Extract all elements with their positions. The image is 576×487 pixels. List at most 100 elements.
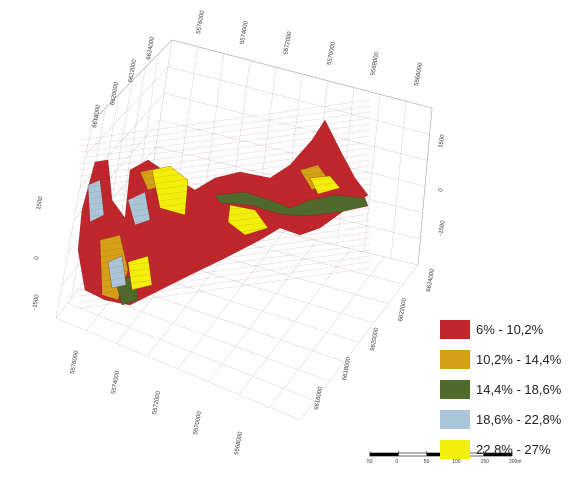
tick-label-z-right: 1500 xyxy=(438,134,446,149)
tick-label-z-left: 1500 xyxy=(36,196,44,211)
voxel-texture xyxy=(79,237,371,279)
voxel-region-yellow xyxy=(127,255,153,291)
tick-label-left-top: 6620000 xyxy=(110,81,120,106)
tick-label-top: 5576000 xyxy=(196,10,206,35)
voxel-region-blue xyxy=(87,179,105,223)
voxel-texture xyxy=(79,225,371,267)
voxel-texture xyxy=(79,111,371,153)
voxel-texture xyxy=(79,123,371,165)
legend-swatch-3 xyxy=(440,379,470,399)
box-edge xyxy=(417,107,433,266)
tick-label-bottom: 5576000 xyxy=(70,350,80,375)
voxel-texture xyxy=(79,249,371,291)
grid-line xyxy=(85,66,169,155)
voxel-texture xyxy=(79,171,371,213)
tick-label-bottom: 5574000 xyxy=(111,370,121,395)
legend-swatch-2 xyxy=(440,349,470,369)
voxel-region-red xyxy=(77,119,369,306)
axis-grid xyxy=(55,39,433,421)
voxel-texture xyxy=(79,141,371,183)
voxel-texture xyxy=(79,129,371,171)
voxel-texture xyxy=(79,231,371,273)
grid-line xyxy=(163,93,428,161)
voxel-body xyxy=(77,99,371,309)
scale-bar-label: 100 xyxy=(452,459,461,465)
voxel-texture xyxy=(79,219,371,261)
scale-bar-segment xyxy=(483,453,512,456)
voxel-texture xyxy=(79,99,371,141)
voxel-texture xyxy=(79,243,371,285)
voxel-region-yellow xyxy=(309,175,341,195)
grid-line xyxy=(208,240,317,382)
voxel-texture xyxy=(79,195,371,237)
tick-label-top: 5574000 xyxy=(240,20,250,45)
voxel-texture xyxy=(79,213,371,255)
scale-bar-label: 50 xyxy=(367,459,373,465)
legend-swatch-5 xyxy=(440,439,470,459)
voxel-region-blue xyxy=(127,191,151,226)
voxel-texture xyxy=(79,207,371,249)
voxel-texture xyxy=(79,189,371,231)
voxel-texture xyxy=(79,165,371,207)
scale-bar-label: 50 xyxy=(424,459,430,465)
tick-label-z-left: -1500 xyxy=(32,294,41,311)
grid-line xyxy=(299,264,419,421)
grid-line xyxy=(238,248,351,395)
voxel-region-yellow xyxy=(151,165,189,216)
grid-line xyxy=(159,119,426,187)
legend-item-2: 10,2% - 14,4% xyxy=(440,348,572,370)
legend-label-3: 14,4% - 18,6% xyxy=(476,381,562,397)
voxel-texture xyxy=(79,201,371,243)
voxel-region-green xyxy=(214,191,369,217)
scale-bar-label: 200m xyxy=(509,459,522,465)
voxel-texture xyxy=(79,183,371,225)
legend-label-2: 10,2% - 14,4% xyxy=(476,351,562,367)
voxel-texture xyxy=(79,153,371,195)
voxel-texture xyxy=(79,177,371,219)
legend-item-3: 14,4% - 18,6% xyxy=(440,378,572,400)
tick-label-bottom: 5572000 xyxy=(152,390,162,415)
legend-swatch-1 xyxy=(440,319,470,339)
tick-label-bottom: 5568000 xyxy=(234,431,244,456)
tick-label-top: 5568000 xyxy=(370,51,380,76)
tick-label-right: 6616000 xyxy=(314,386,324,411)
voxel-region-blue xyxy=(107,255,127,289)
legend-item-1: 6% - 10,2% xyxy=(440,318,572,340)
tick-label-top: 5566000 xyxy=(414,62,424,87)
scale-bar-label: 150 xyxy=(481,459,490,465)
box-edge xyxy=(91,39,173,123)
tick-label-right: 6620000 xyxy=(370,327,380,352)
scale-bar-segment xyxy=(370,453,399,456)
legend-item-4: 18,6% - 22,8% xyxy=(440,408,572,430)
legend-label-1: 6% - 10,2% xyxy=(476,321,544,337)
voxel-texture xyxy=(79,267,371,309)
tick-label-top: 5570000 xyxy=(327,41,337,66)
tick-label-z-right: 0 xyxy=(438,187,445,192)
legend: 6% - 10,2% 10,2% - 14,4% 14,4% - 18,6% 1… xyxy=(440,318,572,468)
legend-label-4: 18,6% - 22,8% xyxy=(476,411,562,427)
voxel-texture xyxy=(79,261,371,303)
voxel-texture xyxy=(79,255,371,297)
voxel-region-yellow xyxy=(227,204,269,236)
tick-label-right: 6622000 xyxy=(398,297,408,322)
grid-line xyxy=(177,232,284,370)
tick-label-left-top: 6624000 xyxy=(146,36,156,61)
box-edge xyxy=(171,39,433,109)
legend-item-5: 22,8% - 27% xyxy=(440,438,572,460)
scale-bar-label: 0 xyxy=(395,459,398,465)
axis-ticks: 5576000 5574000 5572000 5570000 5568000 55660… xyxy=(32,10,447,456)
tick-label-bottom: 5570000 xyxy=(193,410,203,435)
tick-label-z-left: 0 xyxy=(34,255,41,260)
legend-swatch-4 xyxy=(440,409,470,429)
legend-label-5: 22,8% - 27% xyxy=(476,441,551,457)
grid-line xyxy=(167,66,430,135)
voxel-texture xyxy=(79,105,371,147)
voxel-texture xyxy=(79,147,371,189)
tick-label-left-top: 6622000 xyxy=(128,58,138,83)
grid-line xyxy=(269,256,385,408)
voxel-texture xyxy=(79,135,371,177)
tick-label-right: 6624000 xyxy=(426,268,436,293)
voxel-texture xyxy=(79,159,371,201)
tick-label-top: 5572000 xyxy=(283,30,293,55)
tick-label-z-right: -1500 xyxy=(438,220,447,237)
